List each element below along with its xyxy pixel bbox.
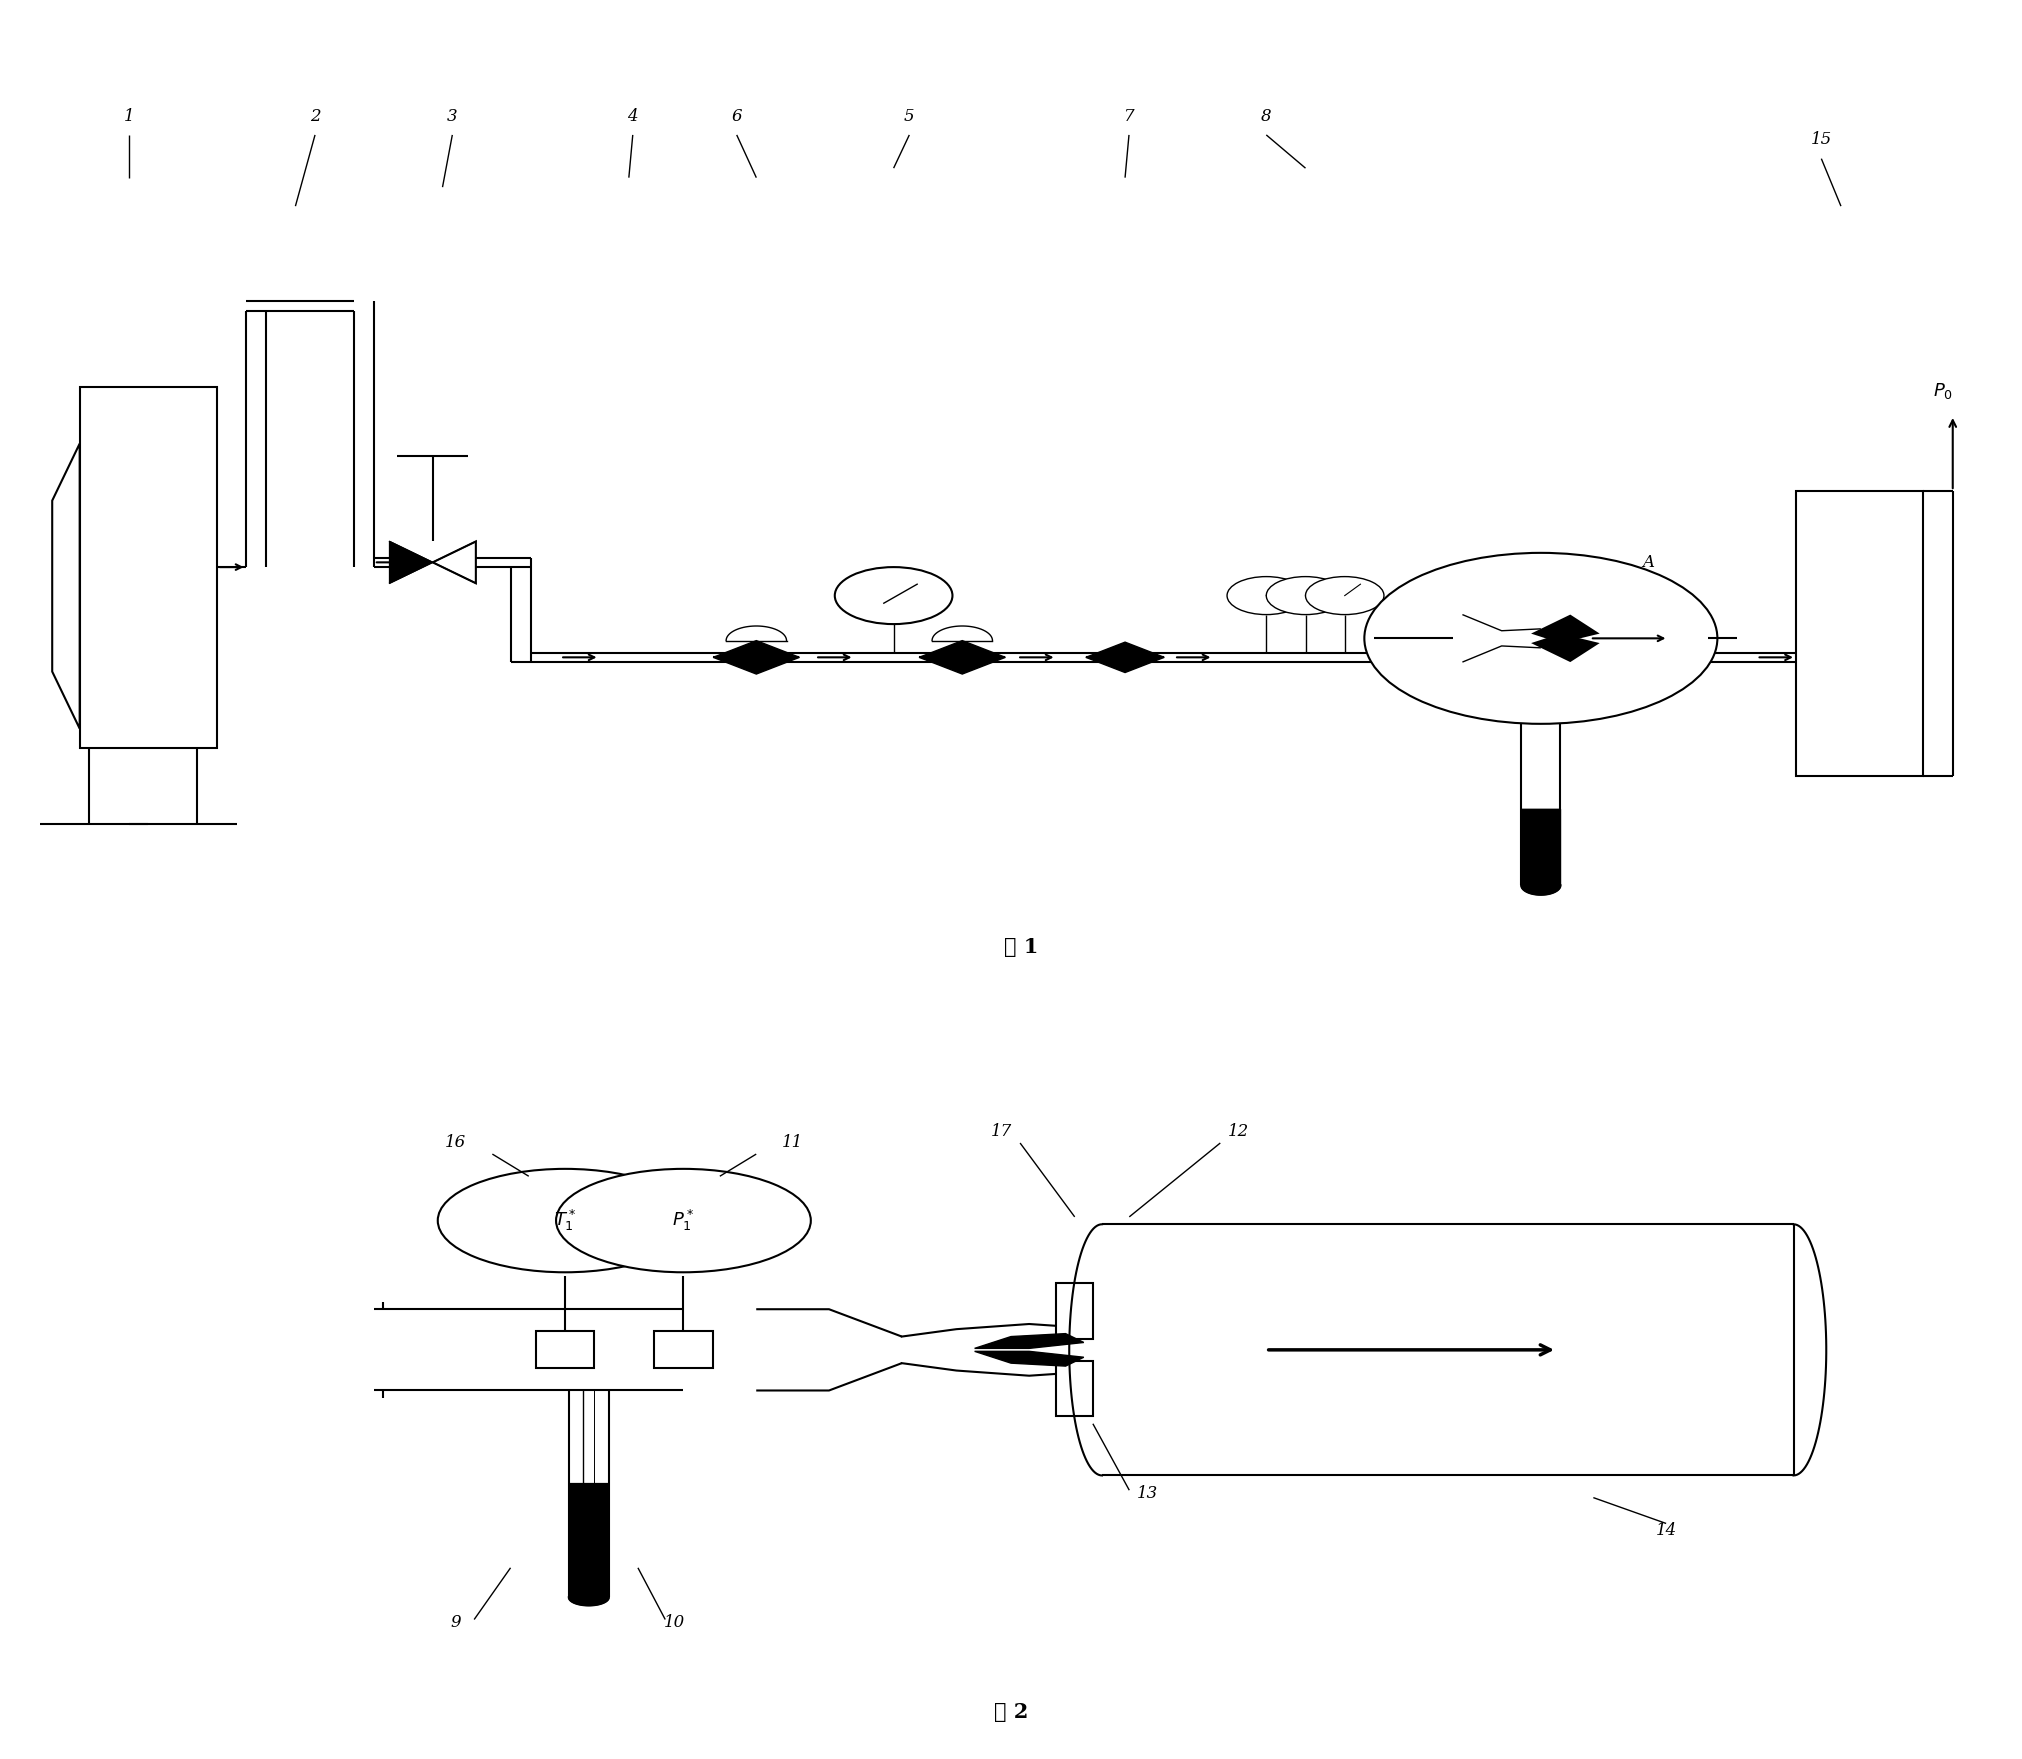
Text: 3: 3 [447, 107, 457, 125]
Bar [1058, 1361, 1092, 1416]
Circle shape [1227, 577, 1306, 614]
Text: 13: 13 [1136, 1485, 1159, 1502]
Polygon shape [1521, 809, 1561, 895]
Text: 15: 15 [1812, 132, 1832, 148]
Circle shape [556, 1168, 811, 1272]
Circle shape [1306, 577, 1383, 614]
Text: 11: 11 [783, 1135, 803, 1150]
Polygon shape [920, 640, 1005, 674]
Text: A: A [1642, 554, 1654, 572]
Bar [1796, 491, 1923, 776]
Text: 1: 1 [123, 107, 133, 125]
Text: 12: 12 [1227, 1122, 1250, 1140]
Polygon shape [53, 443, 79, 728]
Text: 4: 4 [627, 107, 639, 125]
Text: $P_0$: $P_0$ [1933, 382, 1953, 401]
Bar [536, 1332, 594, 1369]
Polygon shape [975, 1333, 1084, 1349]
Polygon shape [1531, 633, 1599, 661]
Text: 7: 7 [1124, 107, 1134, 125]
Polygon shape [568, 1483, 609, 1606]
Text: 图 2: 图 2 [993, 1703, 1029, 1722]
Bar [655, 1332, 712, 1369]
Text: $P_1^*$: $P_1^*$ [671, 1208, 696, 1233]
Polygon shape [1531, 614, 1599, 644]
Polygon shape [975, 1351, 1084, 1367]
Text: 10: 10 [663, 1615, 685, 1631]
Text: $T_1^*$: $T_1^*$ [554, 1208, 576, 1233]
Text: 图 1: 图 1 [1003, 938, 1039, 957]
Bar [79, 387, 216, 748]
Text: 5: 5 [904, 107, 914, 125]
Text: 17: 17 [991, 1122, 1013, 1140]
Text: 6: 6 [732, 107, 742, 125]
Circle shape [1266, 577, 1345, 614]
Text: 2: 2 [309, 107, 319, 125]
Text: 8: 8 [1262, 107, 1272, 125]
Text: 16: 16 [445, 1135, 467, 1150]
Circle shape [437, 1168, 692, 1272]
Circle shape [835, 566, 952, 624]
Bar [1058, 1284, 1092, 1339]
Polygon shape [1086, 642, 1165, 672]
Polygon shape [390, 542, 433, 584]
Circle shape [1365, 552, 1717, 725]
Text: 9: 9 [451, 1615, 461, 1631]
Polygon shape [714, 640, 799, 674]
Text: 14: 14 [1656, 1522, 1676, 1539]
Polygon shape [433, 542, 475, 584]
